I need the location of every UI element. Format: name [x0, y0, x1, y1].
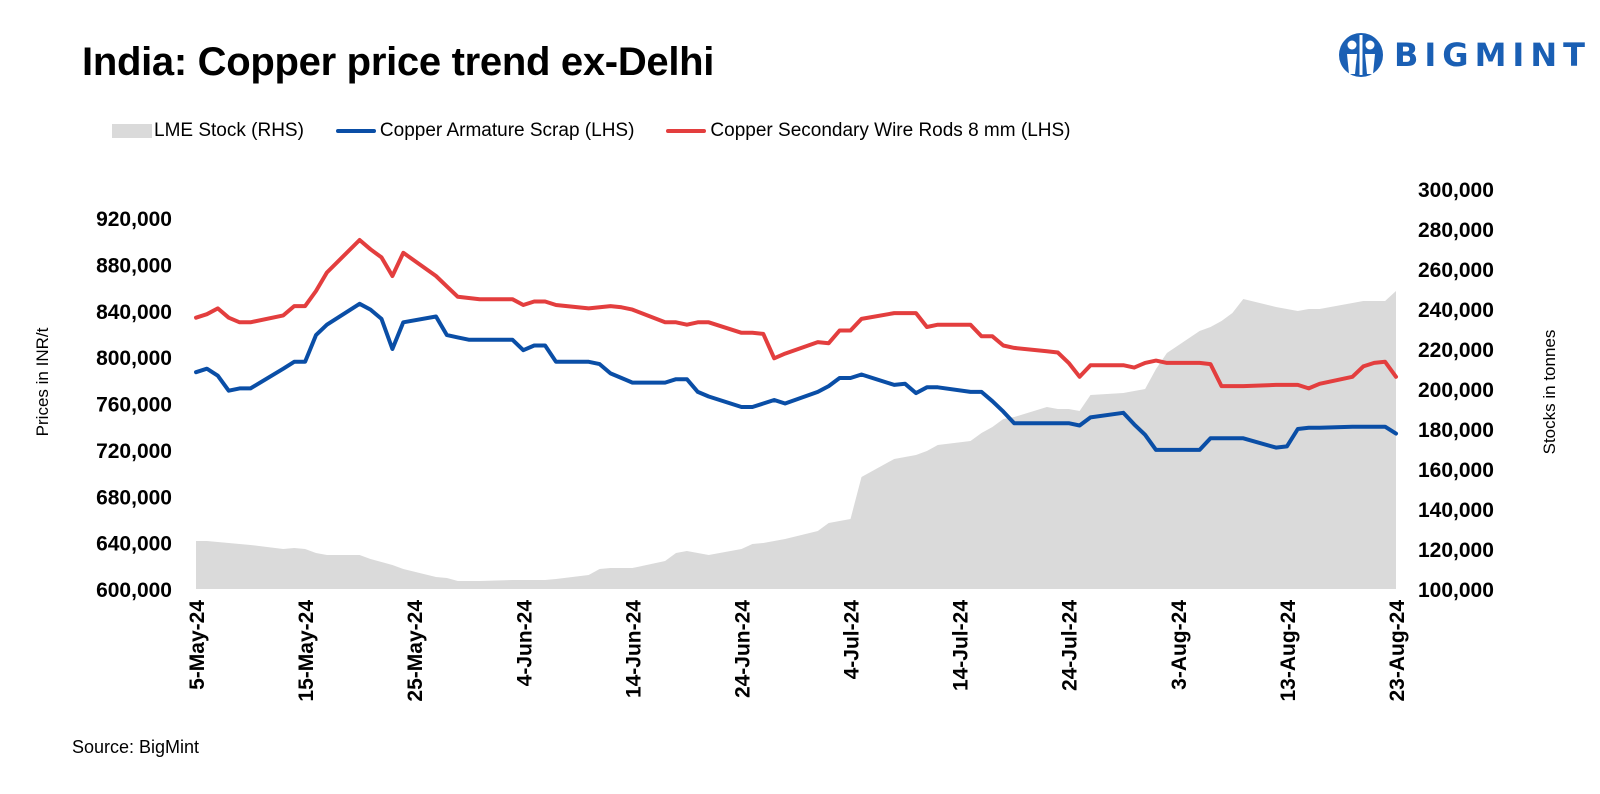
- y-right-tick-label: 180,000: [1418, 419, 1494, 442]
- y-right-tick-label: 220,000: [1418, 339, 1494, 362]
- y-left-tick-label: 840,000: [96, 301, 172, 324]
- x-tick-label: 4-Jun-24: [513, 600, 536, 687]
- x-tick-label: 14-Jun-24: [622, 600, 645, 698]
- y-right-tick-label: 260,000: [1418, 259, 1494, 282]
- y-left-tick-label: 680,000: [96, 486, 172, 509]
- y-left-tick-label: 600,000: [96, 579, 172, 602]
- y-right-tick-label: 200,000: [1418, 379, 1494, 402]
- x-tick-label: 23-Aug-24: [1386, 600, 1409, 702]
- y-left-tick-label: 720,000: [96, 440, 172, 463]
- y-axis-right-title: Stocks in tonnes: [1540, 330, 1559, 455]
- y-left-tick-label: 920,000: [96, 208, 172, 231]
- legend-label-stock: LME Stock (RHS): [154, 120, 304, 141]
- bigmint-logo: BIGMINT: [1338, 28, 1591, 82]
- y-right-tick-label: 300,000: [1418, 179, 1494, 202]
- legend-item-rods: Copper Secondary Wire Rods 8 mm (LHS): [666, 120, 1071, 142]
- source-note: Source: BigMint: [72, 737, 200, 757]
- x-tick-label: 14-Jul-24: [950, 600, 973, 691]
- legend-item-scrap: Copper Armature Scrap (LHS): [335, 120, 635, 142]
- legend-swatch-rods: [666, 129, 707, 133]
- legend-swatch-stock: [112, 124, 152, 138]
- x-tick-label: 24-Jun-24: [732, 600, 755, 698]
- legend-item-stock: LME Stock (RHS): [112, 120, 304, 142]
- legend-label-rods: Copper Secondary Wire Rods 8 mm (LHS): [710, 120, 1071, 141]
- x-tick-label: 15-May-24: [295, 600, 318, 702]
- y-right-tick-label: 100,000: [1418, 579, 1494, 602]
- y-right-tick-label: 280,000: [1418, 219, 1494, 242]
- legend-swatch-scrap: [335, 129, 376, 133]
- x-tick-label: 24-Jul-24: [1059, 600, 1082, 691]
- y-right-tick-label: 240,000: [1418, 299, 1494, 322]
- chart-title: India: Copper price trend ex-Delhi: [82, 40, 715, 84]
- chart-legend: LME Stock (RHS) Copper Armature Scrap (L…: [112, 120, 1103, 142]
- x-tick-label: 4-Jul-24: [841, 600, 864, 680]
- y-left-tick-label: 800,000: [96, 347, 172, 370]
- y-right-tick-label: 140,000: [1418, 499, 1494, 522]
- series-line-armature-scrap: [194, 301, 1398, 452]
- series-area-lme-stock: [196, 291, 1396, 589]
- x-tick-label: 13-Aug-24: [1277, 600, 1300, 702]
- x-tick-label: 3-Aug-24: [1168, 600, 1191, 690]
- bigmint-logo-text: BIGMINT: [1394, 36, 1591, 74]
- y-left-tick-label: 880,000: [96, 254, 172, 277]
- bigmint-logo-icon: [1339, 33, 1383, 77]
- y-right-tick-label: 160,000: [1418, 459, 1494, 482]
- legend-label-scrap: Copper Armature Scrap (LHS): [379, 120, 635, 141]
- series-line-wire-rods: [194, 238, 1398, 391]
- x-tick-label: 5-May-24: [186, 600, 209, 690]
- y-axis-left-title: Prices in INR/t: [33, 327, 52, 436]
- y-right-tick-label: 120,000: [1418, 539, 1494, 562]
- y-left-tick-label: 760,000: [96, 394, 172, 417]
- x-tick-label: 25-May-24: [404, 600, 427, 702]
- y-left-tick-label: 640,000: [96, 533, 172, 556]
